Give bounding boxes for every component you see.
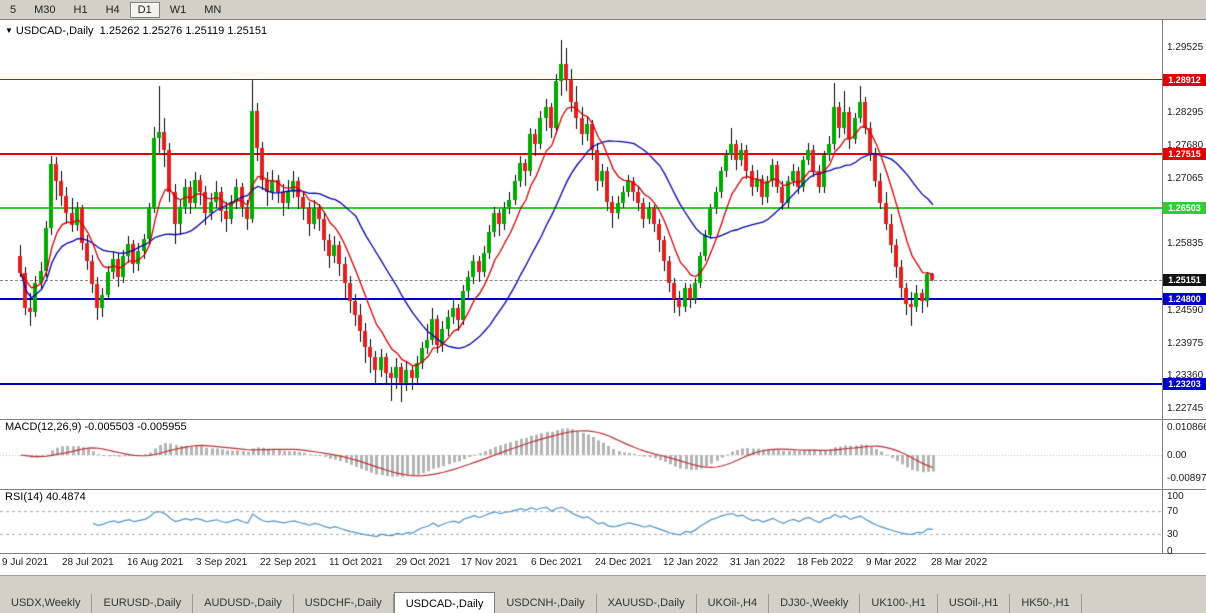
date-axis-label: 17 Nov 2021 <box>461 557 518 568</box>
price-axis-label: 1.29525 <box>1167 42 1204 53</box>
rsi-axis-label: 30 <box>1167 528 1179 540</box>
macd-axis-label: 0.010866 <box>1167 421 1206 433</box>
symbol-tab-usoil-h1[interactable]: USOil-,H1 <box>938 594 1011 613</box>
ohlc-close: 1.25151 <box>227 25 268 37</box>
ohlc-header: ▼ USDCAD-,Daily 1.25262 1.25276 1.25119 1… <box>5 25 267 37</box>
panel-separator-rsi[interactable] <box>0 489 1206 490</box>
date-axis-label: 6 Dec 2021 <box>531 557 583 568</box>
rsi-value: 40.4874 <box>45 491 86 503</box>
timeframe-button-h4[interactable]: H4 <box>105 3 120 16</box>
rsi-header: RSI(14) 40.4874 <box>5 491 86 503</box>
macd-axis-label: -0.008974 <box>1167 473 1206 485</box>
date-axis-label: 9 Jul 2021 <box>2 557 49 568</box>
price-axis-label: 1.27680 <box>1167 140 1204 152</box>
price-level-badge: 1.23203 <box>1163 378 1206 390</box>
symbol-tab-hk50-h1[interactable]: HK50-,H1 <box>1010 594 1082 613</box>
price-level-badge: 1.24800 <box>1163 293 1206 305</box>
date-axis-label: 28 Jul 2021 <box>62 557 114 568</box>
price-axis-label: 1.24590 <box>1167 304 1204 316</box>
panel-separator-macd[interactable] <box>0 419 1206 420</box>
chart-symbol-title: USDCAD-,Daily <box>15 25 94 37</box>
date-axis-label: 29 Oct 2021 <box>396 557 451 568</box>
date-axis-label: 3 Sep 2021 <box>196 557 248 568</box>
symbol-tab-usdcnh-daily[interactable]: USDCNH-,Daily <box>495 594 597 613</box>
timeframe-button-w1[interactable]: W1 <box>169 3 187 16</box>
symbol-tab-eurusd-daily[interactable]: EURUSD-,Daily <box>92 594 194 613</box>
date-axis-label: 22 Sep 2021 <box>260 557 317 568</box>
price-axis-label: 1.23975 <box>1167 337 1204 349</box>
symbol-tab-ukoil-h4[interactable]: UKOil-,H4 <box>697 594 770 613</box>
symbol-tab-dj30-weekly[interactable]: DJ30-,Weekly <box>769 594 861 613</box>
symbol-tab-bar: USDX,Weekly EURUSD-,Daily AUDUSD-,Daily USD… <box>0 592 1082 613</box>
price-level-badge: 1.28912 <box>1163 74 1206 86</box>
price-axis-label: 1.25835 <box>1167 238 1204 250</box>
date-axis-label: 24 Dec 2021 <box>595 557 652 568</box>
symbol-tab-audusd-daily[interactable]: AUDUSD-,Daily <box>193 594 294 613</box>
date-axis-label: 11 Oct 2021 <box>329 557 383 568</box>
timeframe-button-mn[interactable]: MN <box>204 3 222 16</box>
ohlc-open: 1.25262 <box>99 25 140 37</box>
macd-values: -0.005503 -0.005955 <box>84 421 187 433</box>
tab-bar-footer: USDX,Weekly EURUSD-,Daily AUDUSD-,Daily USD… <box>0 575 1206 613</box>
price-level-badge: 1.26503 <box>1163 202 1206 214</box>
bottom-axis-separator <box>0 553 1206 554</box>
date-axis-label: 12 Jan 2022 <box>663 557 719 568</box>
rsi-axis-label: 0 <box>1167 546 1173 557</box>
rsi-label: RSI(14) <box>5 491 43 503</box>
timeframe-button-m30[interactable]: M30 <box>34 3 56 16</box>
symbol-tab-uk100-h1[interactable]: UK100-,H1 <box>860 594 938 613</box>
symbol-tab-xauusd-daily[interactable]: XAUUSD-,Daily <box>597 594 697 613</box>
price-axis-label: 1.22745 <box>1167 403 1204 415</box>
current-price-badge: 1.25151 <box>1163 274 1206 286</box>
symbol-tab-usdcad-daily[interactable]: USDCAD-,Daily <box>393 592 496 613</box>
date-axis-label: 18 Feb 2022 <box>797 557 854 568</box>
symbol-tab-usdchf-daily[interactable]: USDCHF-,Daily <box>294 594 394 613</box>
ohlc-low: 1.25119 <box>185 25 225 37</box>
price-axis-label: 1.27065 <box>1167 172 1204 184</box>
timeframe-button-5[interactable]: 5 <box>10 3 17 16</box>
date-axis-label: 28 Mar 2022 <box>931 557 988 568</box>
symbol-tab-usdx-weekly[interactable]: USDX,Weekly <box>0 594 93 613</box>
ohlc-high: 1.25276 <box>142 25 183 37</box>
price-axis-label: 1.23360 <box>1167 370 1204 382</box>
date-axis-label: 16 Aug 2021 <box>127 557 184 568</box>
rsi-axis-label: 100 <box>1167 491 1184 502</box>
price-axis-label: 1.28295 <box>1167 107 1204 119</box>
timeframe-button-h1[interactable]: H1 <box>73 3 88 16</box>
macd-label: MACD(12,26,9) <box>5 421 82 433</box>
price-chart-canvas[interactable] <box>0 20 1162 553</box>
date-axis-label: 9 Mar 2022 <box>866 557 917 568</box>
date-axis-label: 31 Jan 2022 <box>730 557 786 568</box>
macd-axis-label: 0.00 <box>1167 450 1187 461</box>
chart-menu-icon[interactable]: ▼ <box>5 26 13 35</box>
price-axis-border <box>1162 20 1163 553</box>
price-level-badge: 1.27515 <box>1163 148 1206 160</box>
macd-header: MACD(12,26,9) -0.005503 -0.005955 <box>5 421 187 433</box>
timeframe-button-d1[interactable]: D1 <box>129 1 160 18</box>
timeframe-toolbar: 5 M30 H1 H4 D1 W1 MN <box>0 0 1206 20</box>
rsi-axis-label: 70 <box>1167 506 1179 518</box>
